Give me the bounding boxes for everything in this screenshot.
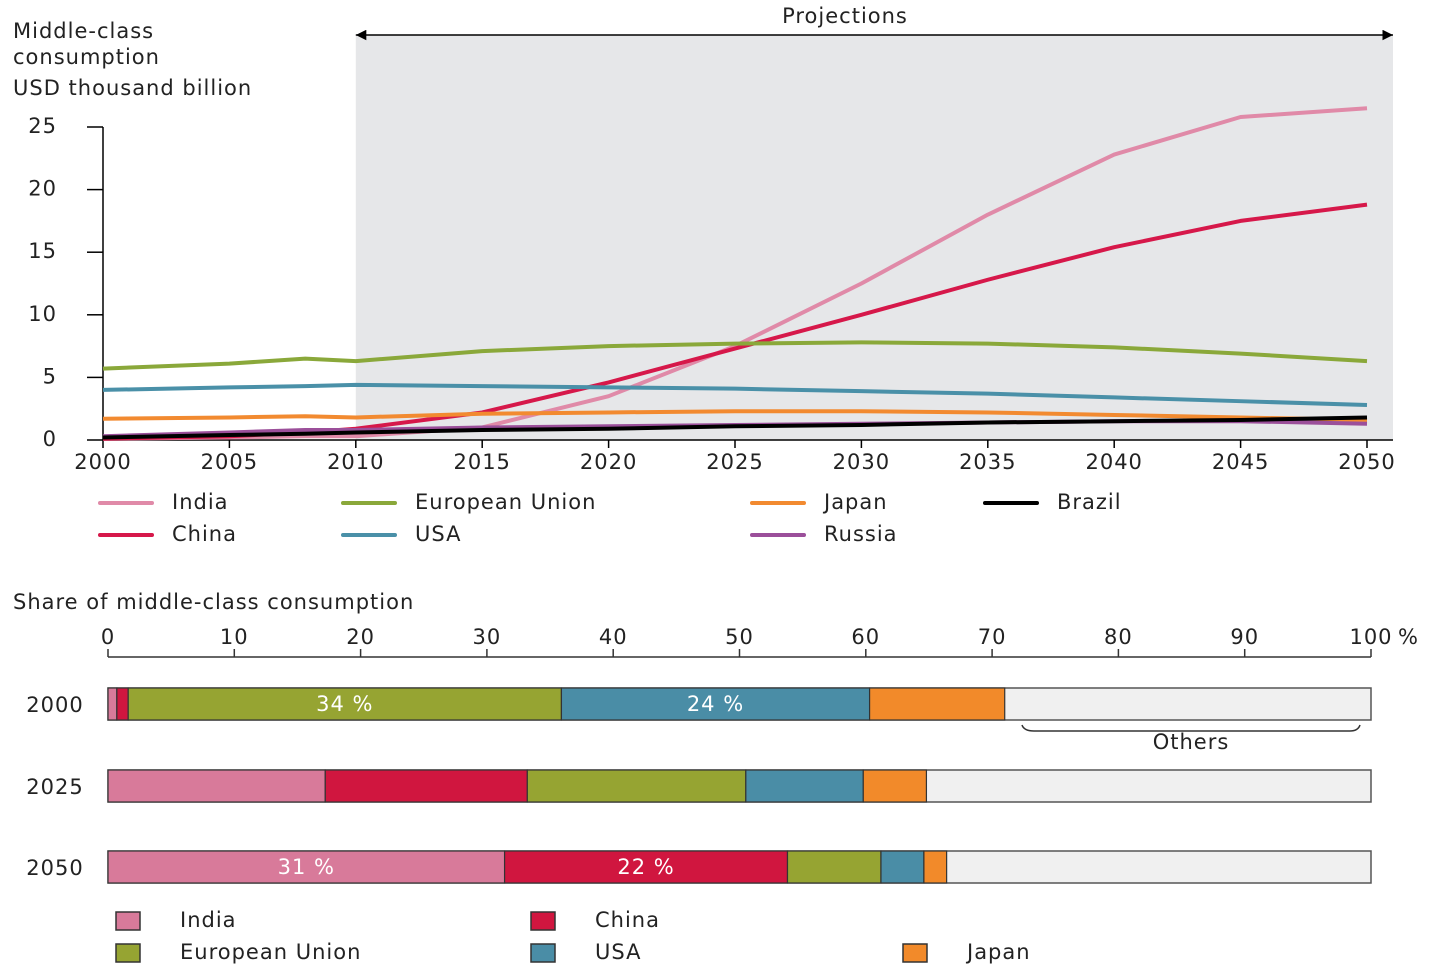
y-tick-label: 25 [28,114,57,138]
legend-label: European Union [415,490,596,514]
legend-label: USA [595,940,641,964]
x-tick-label: 50 [725,625,754,649]
bar-segment [107,769,326,803]
x-tick-label: 2005 [201,450,258,474]
x-tick-label: 90 [1230,625,1259,649]
legend-label: China [172,522,237,546]
x-axis-unit: % [1398,625,1419,649]
bar-segment [127,687,563,721]
line-series [102,340,1368,371]
bar-segment [503,850,789,884]
bar-segment [107,850,506,884]
x-tick-label: 100 [1349,625,1392,649]
x-tick-label: 2020 [580,450,637,474]
line-series [102,106,1368,441]
legend-swatch [115,943,141,963]
x-tick-label: 80 [1104,625,1133,649]
x-tick-label: 70 [978,625,1007,649]
projection-shade [355,35,1393,440]
x-tick-label: 60 [851,625,880,649]
bar-segment [868,687,1006,721]
legend-swatch [530,911,556,931]
bar-segment [923,850,948,884]
x-tick-label: 2010 [327,450,384,474]
value-label: 31 % [278,855,335,879]
x-tick-label: 2040 [1085,450,1142,474]
y-tick-label: 0 [43,427,57,451]
x-tick-label: 2015 [453,450,510,474]
legend-label: India [180,908,237,932]
annotation: Others [1153,730,1230,754]
others-bracket [1021,724,1361,732]
category-label: 2050 [26,856,83,880]
legend-label: India [172,490,229,514]
y-tick-label: 10 [28,302,57,326]
legend-label: Japan [965,940,1031,964]
x-tick-label: 20 [346,625,375,649]
bar-segment [324,769,528,803]
x-tick-label: 2000 [74,450,131,474]
bar-segment [116,687,129,721]
y-axis-label: USD thousand billion [13,76,252,100]
value-label: 22 % [617,855,674,879]
x-tick-label: 2035 [959,450,1016,474]
bar-segment [745,769,864,803]
bar-segment [526,769,747,803]
legend-swatch [530,943,556,963]
x-tick-label: 2045 [1212,450,1269,474]
value-label: 24 % [687,692,744,716]
value-label: 34 % [316,692,373,716]
legend-label: Russia [824,522,898,546]
annotation: Projections [782,4,908,28]
line-series [102,409,1368,422]
y-tick-label: 5 [43,364,57,388]
bar-segment [107,687,118,721]
legend-label: China [595,908,660,932]
legend-label: European Union [180,940,361,964]
legend-label: Brazil [1057,490,1122,514]
x-tick-label: 2030 [833,450,890,474]
x-tick-label: 30 [473,625,502,649]
line-series [102,415,1368,440]
legend-swatch [115,911,141,931]
y-axis-label: consumption [13,45,160,69]
line-series [102,382,1368,407]
chart-title: Share of middle-class consumption [13,590,414,614]
y-tick-label: 20 [28,177,57,201]
x-tick-label: 2050 [1338,450,1395,474]
x-tick-label: 10 [220,625,249,649]
legend-swatch [902,943,928,963]
legend-label: Japan [822,490,888,514]
category-label: 2000 [26,693,83,717]
x-tick-label: 2025 [706,450,763,474]
x-tick-label: 0 [101,625,115,649]
category-label: 2025 [26,775,83,799]
x-tick-label: 40 [599,625,628,649]
y-axis-label: Middle-class [13,19,154,43]
bar-segment [880,850,925,884]
bar-segment [862,769,928,803]
bar-segment [786,850,882,884]
y-tick-label: 15 [28,239,57,263]
legend-label: USA [415,522,461,546]
